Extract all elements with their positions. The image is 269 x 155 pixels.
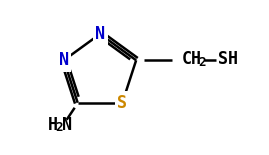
Text: S: S [117, 94, 127, 112]
Text: N: N [59, 51, 69, 69]
Text: 2: 2 [198, 56, 206, 69]
Text: H: H [48, 116, 58, 134]
Text: SH: SH [218, 50, 238, 68]
Text: N: N [62, 116, 72, 134]
Text: 2: 2 [56, 121, 63, 134]
Text: CH: CH [182, 50, 202, 68]
Text: N: N [95, 25, 105, 43]
